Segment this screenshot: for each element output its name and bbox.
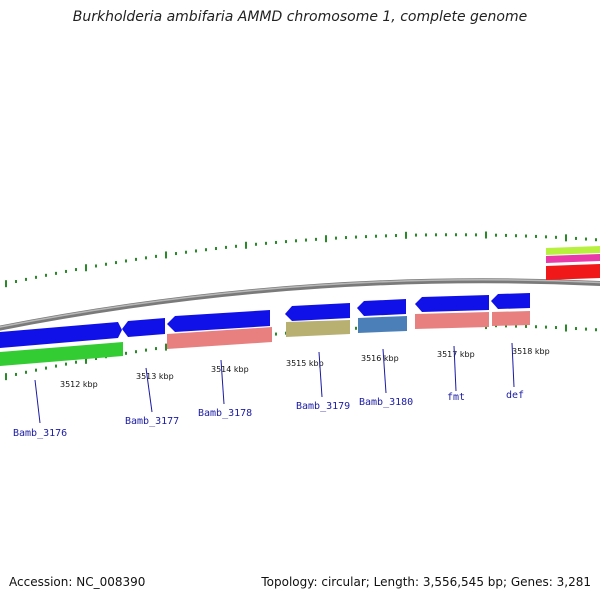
map-title: Burkholderia ambifaria AMMD chromosome 1… bbox=[72, 9, 528, 25]
gene-arrow-fmt[interactable] bbox=[415, 295, 489, 312]
scale-labels: 3512 kbp 3513 kbp 3514 kbp 3515 kbp 3516… bbox=[60, 347, 550, 389]
chromosome-backbone bbox=[0, 278, 600, 331]
cds-bamb-3180[interactable] bbox=[358, 316, 407, 333]
accession-text: Accession: NC_008390 bbox=[9, 575, 146, 589]
gene-label-bamb-3176[interactable]: Bamb_3176 bbox=[13, 428, 67, 439]
gene-arrow-def[interactable] bbox=[491, 293, 530, 309]
cds-fmt[interactable] bbox=[415, 312, 489, 329]
gene-label-fmt[interactable]: fmt bbox=[447, 392, 465, 403]
genome-summary-text: Topology: circular; Length: 3,556,545 bp… bbox=[261, 575, 591, 589]
gene-label-bamb-3180[interactable]: Bamb_3180 bbox=[359, 397, 413, 408]
gene-arrow-bamb-3179[interactable] bbox=[285, 303, 350, 321]
chromosome-backbone-highlight bbox=[0, 278, 600, 328]
cds-bamb-3179[interactable] bbox=[286, 320, 350, 337]
scale-label-3514: 3514 kbp bbox=[211, 365, 249, 374]
scale-label-3517: 3517 kbp bbox=[437, 350, 475, 359]
outer-tick-track bbox=[5, 231, 597, 288]
gene-label-leaders bbox=[34, 342, 515, 424]
gene-arrow-bamb-3178[interactable] bbox=[167, 310, 270, 332]
scale-label-3512: 3512 kbp bbox=[60, 380, 98, 389]
scale-label-3513: 3513 kbp bbox=[136, 372, 174, 381]
leader-bamb-3177 bbox=[145, 367, 153, 413]
gene-label-bamb-3178[interactable]: Bamb_3178 bbox=[198, 408, 252, 419]
upper-gene-track bbox=[0, 293, 530, 348]
scale-label-3518: 3518 kbp bbox=[512, 347, 550, 356]
gene-arrow-bamb-3180[interactable] bbox=[357, 299, 406, 316]
gene-label-bamb-3177[interactable]: Bamb_3177 bbox=[125, 416, 179, 427]
red-feature[interactable] bbox=[546, 264, 600, 280]
lime-feature[interactable] bbox=[546, 246, 600, 255]
leader-def bbox=[511, 342, 515, 388]
leader-bamb-3176 bbox=[34, 379, 41, 424]
edge-feature-stack bbox=[546, 246, 600, 280]
gene-arrow-bamb-3176[interactable] bbox=[0, 322, 122, 348]
leader-bamb-3179 bbox=[318, 351, 323, 398]
magenta-feature[interactable] bbox=[546, 254, 600, 263]
gene-arrow-bamb-3177[interactable] bbox=[122, 318, 165, 337]
cds-bamb-3178[interactable] bbox=[167, 327, 272, 349]
cds-bamb-3176[interactable] bbox=[0, 342, 123, 366]
gene-label-bamb-3179[interactable]: Bamb_3179 bbox=[296, 401, 350, 412]
leader-fmt bbox=[453, 345, 457, 392]
gene-labels: Bamb_3176 Bamb_3177 Bamb_3178 Bamb_3179 … bbox=[13, 390, 524, 439]
scale-label-3515: 3515 kbp bbox=[286, 359, 324, 368]
leader-bamb-3178 bbox=[220, 359, 225, 405]
cds-track bbox=[0, 311, 530, 366]
gene-label-def[interactable]: def bbox=[506, 390, 524, 401]
scale-label-3516: 3516 kbp bbox=[361, 354, 399, 363]
cds-def[interactable] bbox=[492, 311, 530, 326]
leader-bamb-3180 bbox=[382, 348, 387, 394]
